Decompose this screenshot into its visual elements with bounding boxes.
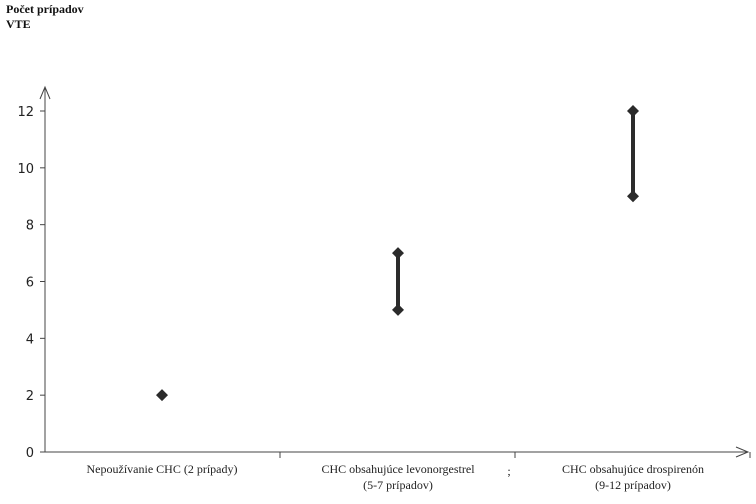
y-tick-label: 6 — [26, 276, 34, 291]
y-tick-label: 0 — [26, 446, 34, 461]
x-category-label: CHC obsahujúce levonorgestrel — [321, 462, 475, 476]
y-tick-label: 4 — [26, 332, 34, 347]
y-tick-label: 10 — [17, 162, 34, 177]
separator-glyph: ; — [507, 464, 510, 478]
y-tick-label: 8 — [26, 219, 34, 234]
range-low-marker — [392, 303, 404, 316]
point-marker — [156, 389, 168, 402]
range-high-marker — [627, 105, 639, 117]
y-axis-label-line-1: Počet prípadov — [6, 2, 84, 16]
y-axis-label: Počet prípadov VTE — [6, 2, 84, 32]
x-category-label: (9-12 prípadov) — [595, 478, 671, 492]
range-high-marker — [392, 247, 404, 260]
x-category-label: CHC obsahujúce drospirenón — [562, 462, 704, 476]
y-tick-label: 2 — [26, 389, 34, 404]
x-category-label: Nepoužívanie CHC (2 prípady) — [87, 462, 238, 476]
y-axis-arrow — [39, 85, 51, 100]
y-tick-label: 12 — [17, 105, 34, 120]
y-axis-label-line-2: VTE — [6, 17, 31, 31]
x-category-label: (5-7 prípadov) — [363, 478, 433, 492]
x-axis-arrow — [735, 446, 750, 458]
range-low-marker — [627, 190, 639, 203]
